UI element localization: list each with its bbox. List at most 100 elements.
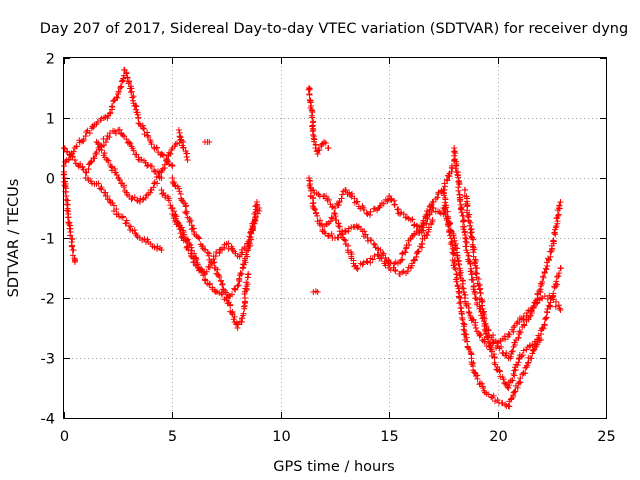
data-point — [477, 290, 484, 297]
data-point — [187, 217, 194, 224]
data-point — [512, 366, 519, 373]
data-point — [105, 157, 112, 164]
data-point — [219, 281, 226, 288]
data-point — [70, 148, 77, 155]
data-point — [65, 156, 72, 163]
data-point — [399, 269, 406, 276]
data-point — [384, 197, 391, 204]
plot-frame — [63, 57, 607, 419]
data-point — [172, 141, 179, 148]
data-point — [169, 163, 176, 169]
data-point — [176, 188, 183, 195]
data-point — [128, 196, 135, 203]
data-point — [326, 196, 333, 203]
data-point — [363, 210, 370, 217]
data-point — [218, 290, 225, 297]
data-point — [158, 187, 165, 193]
data-point — [329, 204, 336, 211]
data-point — [554, 281, 561, 288]
data-point — [398, 257, 405, 264]
data-point — [161, 161, 168, 168]
data-point — [341, 236, 348, 243]
data-point — [311, 205, 318, 212]
data-point — [509, 377, 516, 384]
data-point — [240, 310, 247, 317]
data-point — [97, 185, 104, 192]
data-point — [496, 367, 503, 374]
data-point — [123, 219, 130, 226]
data-point — [499, 400, 506, 407]
data-point — [505, 385, 512, 391]
data-point — [241, 245, 248, 252]
data-point — [182, 203, 189, 210]
data-point — [496, 368, 503, 375]
x-tick-label: 0 — [60, 429, 69, 445]
data-point — [452, 266, 459, 273]
data-point — [185, 246, 192, 253]
data-point — [428, 209, 435, 216]
data-point — [414, 223, 421, 230]
data-point — [441, 180, 448, 187]
data-point — [400, 211, 407, 218]
data-point — [540, 325, 547, 332]
data-point — [455, 260, 462, 267]
data-point — [556, 270, 563, 277]
data-point — [234, 325, 241, 331]
data-point — [175, 127, 182, 133]
data-point — [95, 180, 102, 187]
data-point — [436, 209, 443, 216]
data-point — [238, 318, 245, 325]
data-point — [456, 294, 463, 301]
data-point — [354, 265, 361, 272]
data-point — [132, 102, 139, 109]
data-point — [544, 262, 551, 269]
data-point — [457, 272, 464, 279]
x-axis-label: GPS time / hours — [273, 459, 394, 475]
data-point — [109, 199, 116, 206]
data-point — [332, 205, 338, 211]
data-point — [556, 202, 563, 209]
data-point — [430, 204, 437, 211]
data-point — [203, 268, 210, 275]
data-point — [107, 109, 114, 116]
data-point — [85, 176, 92, 183]
data-point — [208, 260, 215, 267]
data-point — [544, 295, 551, 302]
data-point — [552, 224, 559, 231]
data-point — [464, 338, 471, 345]
data-point — [145, 161, 152, 168]
x-tick-label: 20 — [489, 429, 507, 445]
data-point — [112, 130, 119, 137]
data-point — [494, 397, 501, 403]
data-point — [153, 145, 160, 152]
x-tick-label: 25 — [597, 429, 615, 445]
data-point — [245, 238, 252, 245]
data-point — [516, 328, 523, 335]
y-tick-label: 1 — [46, 112, 55, 128]
data-point — [196, 235, 203, 242]
data-point — [399, 256, 406, 263]
data-point — [119, 214, 126, 221]
data-point — [128, 89, 135, 96]
data-point — [468, 229, 475, 236]
data-point — [331, 210, 338, 217]
data-point — [165, 161, 172, 168]
data-point — [314, 212, 321, 219]
data-point — [425, 224, 432, 231]
data-point — [402, 249, 409, 256]
chart-title: Day 207 of 2017, Sidereal Day-to-day VTE… — [40, 21, 628, 37]
data-point — [371, 241, 378, 248]
data-point — [360, 206, 367, 213]
data-point — [227, 302, 234, 309]
data-point — [519, 371, 526, 378]
data-point — [229, 247, 236, 254]
data-point — [555, 211, 562, 218]
data-point — [465, 309, 472, 316]
data-point — [534, 291, 541, 298]
data-point — [178, 197, 185, 204]
data-point — [463, 331, 470, 338]
x-tick-label: 15 — [380, 429, 398, 445]
data-point — [551, 230, 558, 237]
data-point — [530, 347, 537, 354]
data-point — [166, 149, 173, 156]
